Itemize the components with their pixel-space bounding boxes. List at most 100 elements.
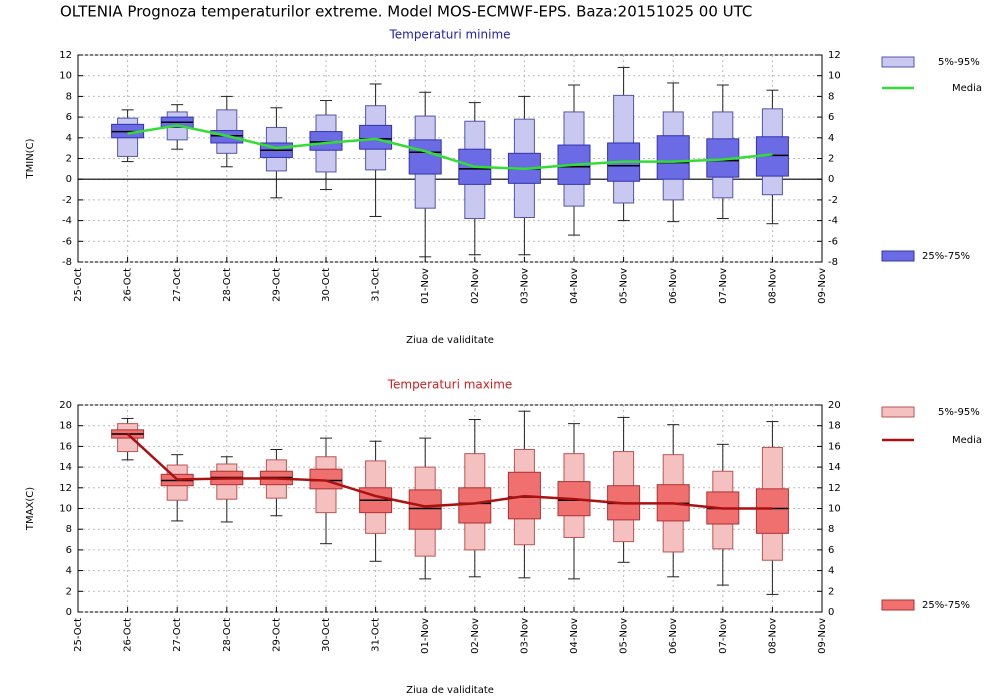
y2-tick-label: 20 <box>828 400 841 411</box>
y-tick-label: 10 <box>59 71 72 82</box>
legend-swatch <box>881 406 915 418</box>
y2-tick-label: 4 <box>828 566 834 577</box>
x-tick-label: 09-Nov <box>817 618 828 654</box>
y-axis-label: TMIN(C) <box>25 138 36 179</box>
y2-tick-label: 4 <box>828 133 834 144</box>
x-tick-label: 28-Oct <box>222 268 233 302</box>
x-tick-label: 05-Nov <box>619 268 630 304</box>
chart-title: OLTENIA Prognoza temperaturilor extreme.… <box>60 3 752 21</box>
legend-label: 5%-95% <box>938 407 980 418</box>
x-tick-label: 08-Nov <box>767 618 778 654</box>
y-tick-label: 10 <box>59 504 72 515</box>
legend-label: 25%-75% <box>922 251 970 262</box>
y2-tick-label: 12 <box>828 50 841 61</box>
y-tick-label: 6 <box>66 112 72 123</box>
y-tick-label: 18 <box>59 421 72 432</box>
x-tick-label: 26-Oct <box>123 618 134 652</box>
x-tick-label: 07-Nov <box>718 268 729 304</box>
y-tick-label: 4 <box>66 566 72 577</box>
x-tick-label: 02-Nov <box>470 268 481 304</box>
x-tick-label: 31-Oct <box>371 268 382 302</box>
x-tick-label: 30-Oct <box>321 618 332 652</box>
y2-tick-label: 0 <box>828 174 834 185</box>
legend-swatch <box>881 599 915 611</box>
y2-tick-label: -8 <box>828 257 838 268</box>
y2-tick-label: -6 <box>828 236 838 247</box>
y2-tick-label: 0 <box>828 607 834 618</box>
x-tick-label: 06-Nov <box>668 618 679 654</box>
panel-title: Temperaturi maxime <box>387 378 513 392</box>
y2-tick-label: 14 <box>828 462 841 473</box>
y2-tick-label: 10 <box>828 71 841 82</box>
y2-tick-label: 6 <box>828 545 834 556</box>
x-tick-label: 25-Oct <box>73 268 84 302</box>
x-tick-label: 06-Nov <box>668 268 679 304</box>
x-tick-label: 29-Oct <box>271 268 282 302</box>
y-tick-label: -6 <box>62 236 72 247</box>
y-tick-label: 16 <box>59 441 72 452</box>
y-tick-label: -2 <box>62 195 72 206</box>
y-tick-label: 2 <box>66 586 72 597</box>
y-tick-label: 2 <box>66 154 72 165</box>
x-tick-label: 04-Nov <box>569 268 580 304</box>
x-tick-label: 28-Oct <box>222 618 233 652</box>
x-tick-label: 29-Oct <box>271 618 282 652</box>
y-tick-label: 12 <box>59 483 72 494</box>
x-tick-label: 26-Oct <box>123 268 134 302</box>
y-tick-label: 4 <box>66 133 72 144</box>
legend-label: Media <box>952 83 982 94</box>
y-tick-label: 6 <box>66 545 72 556</box>
panel-title: Temperaturi minime <box>388 28 510 42</box>
x-tick-label: 09-Nov <box>817 268 828 304</box>
x-tick-label: 08-Nov <box>767 268 778 304</box>
legend-label: 5%-95% <box>938 57 980 68</box>
y-tick-label: -4 <box>62 216 72 227</box>
x-tick-label: 04-Nov <box>569 618 580 654</box>
x-tick-label: 27-Oct <box>172 268 183 302</box>
x-tick-label: 27-Oct <box>172 618 183 652</box>
inner-box <box>458 487 492 524</box>
y2-tick-label: 18 <box>828 421 841 432</box>
x-tick-label: 01-Nov <box>420 268 431 304</box>
y2-tick-label: 10 <box>828 504 841 515</box>
x-axis-label: Ziua de validitate <box>406 685 494 696</box>
x-tick-label: 03-Nov <box>519 618 530 654</box>
inner-box <box>755 488 789 534</box>
inner-box <box>656 135 690 180</box>
x-tick-label: 05-Nov <box>619 618 630 654</box>
inner-box <box>408 139 442 175</box>
y-tick-label: 12 <box>59 50 72 61</box>
y2-tick-label: -2 <box>828 195 838 206</box>
x-tick-label: 03-Nov <box>519 268 530 304</box>
y2-tick-label: 8 <box>828 91 834 102</box>
x-tick-label: 02-Nov <box>470 618 481 654</box>
legend-swatch <box>881 56 915 68</box>
y2-tick-label: -4 <box>828 216 838 227</box>
y2-tick-label: 6 <box>828 112 834 123</box>
x-tick-label: 07-Nov <box>718 618 729 654</box>
y2-tick-label: 2 <box>828 154 834 165</box>
y2-tick-label: 16 <box>828 441 841 452</box>
y2-tick-label: 2 <box>828 586 834 597</box>
y-axis-label: TMAX(C) <box>25 487 36 531</box>
y-tick-label: 14 <box>59 462 72 473</box>
inner-box <box>359 124 393 150</box>
x-tick-label: 01-Nov <box>420 618 431 654</box>
y2-tick-label: 12 <box>828 483 841 494</box>
x-axis-label: Ziua de validitate <box>406 335 494 346</box>
y-tick-label: 0 <box>66 174 72 185</box>
y-tick-label: -8 <box>62 257 72 268</box>
mean-line <box>127 124 773 171</box>
y-tick-label: 0 <box>66 607 72 618</box>
legend-swatch <box>881 250 915 262</box>
x-tick-label: 31-Oct <box>371 618 382 652</box>
y-tick-label: 8 <box>66 91 72 102</box>
x-tick-label: 25-Oct <box>73 618 84 652</box>
mean-line <box>126 433 773 510</box>
legend-label: 25%-75% <box>922 600 970 611</box>
y2-tick-label: 8 <box>828 524 834 535</box>
inner-box <box>408 489 442 530</box>
x-tick-label: 30-Oct <box>321 268 332 302</box>
y-tick-label: 20 <box>59 400 72 411</box>
